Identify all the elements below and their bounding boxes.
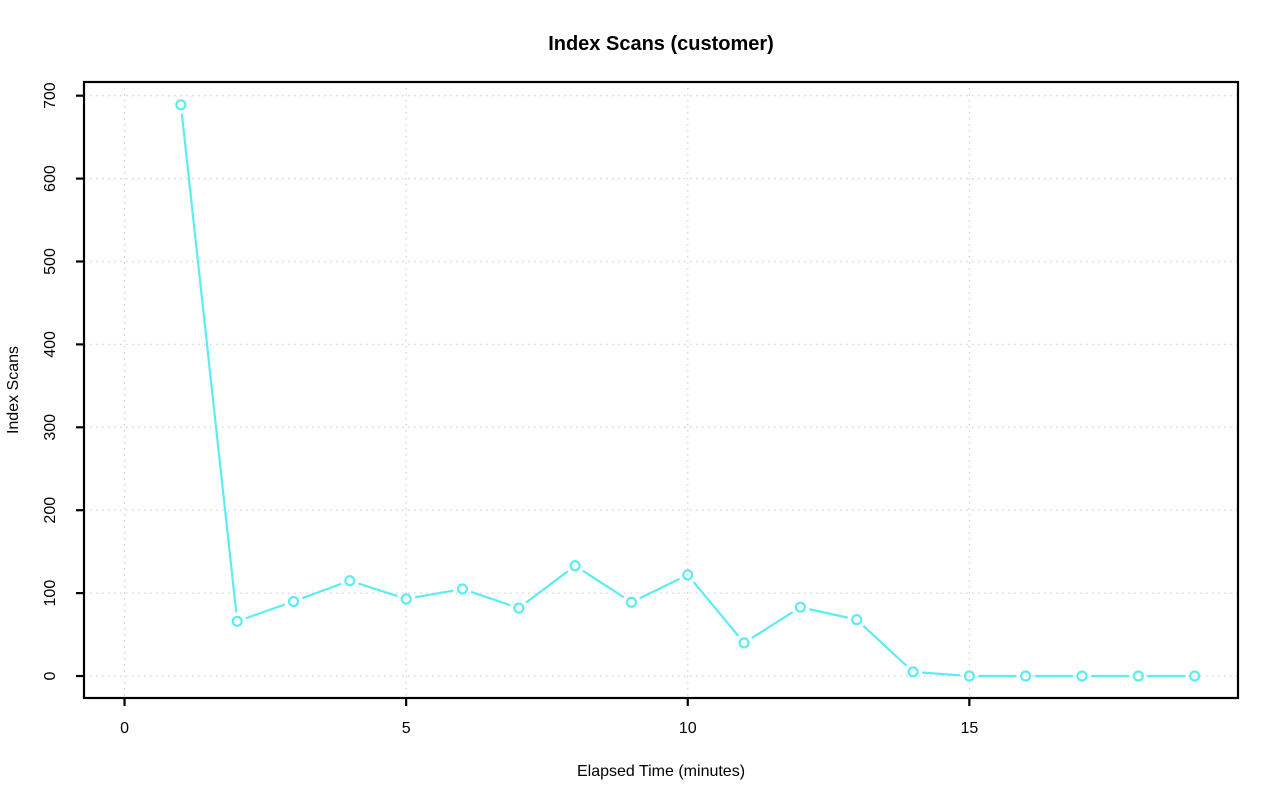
data-line-segment [582,570,625,598]
y-tick-label: 200 [42,497,59,524]
y-tick-label: 300 [42,414,59,441]
data-point-marker [1020,670,1032,682]
chart-title: Index Scans (customer) [548,33,774,55]
data-line-segment [525,570,569,604]
grid-layer [84,82,1238,698]
y-tick-label: 0 [42,671,59,680]
y-tick-label: 100 [42,580,59,607]
data-point-marker [963,670,975,682]
y-tick-label: 400 [42,331,59,358]
plot-box [82,80,1240,700]
data-line-segment [921,671,961,677]
data-line-segment [358,582,398,597]
data-line-segment [751,611,794,639]
data-line-segment [245,603,286,620]
data-line-segment [470,591,511,606]
data-point-marker [175,99,187,111]
data-line-segment [639,578,680,599]
y-tick-label: 700 [42,82,59,109]
data-line-segment [809,608,849,619]
data-point-marker [1132,670,1144,682]
x-axis-label: Elapsed Time (minutes) [577,763,745,780]
data-line-segment [862,625,907,667]
x-tick-label: 5 [402,720,411,737]
data-point-marker [569,560,581,572]
data-line-segment [693,581,739,637]
y-tick-label: 500 [42,248,59,275]
y-tick-label: 600 [42,165,59,192]
data-line-segment [414,589,454,599]
y-axis-label: Index Scans [5,346,22,434]
data-point-marker [231,615,243,627]
data-point-marker [287,595,300,608]
data-point-marker [738,637,750,649]
data-point-marker [344,575,356,587]
data-line-segment [301,583,342,600]
x-tick-label: 0 [120,720,129,737]
x-tick-label: 10 [679,720,697,737]
series-layer [175,99,1201,682]
data-point-marker [682,569,694,581]
data-point-marker [907,666,919,678]
data-point-marker [456,583,469,595]
data-point-marker [625,596,638,608]
axes-layer: 0 5 10 15 0 100 200 300 400 500 600 700 [42,80,1240,737]
data-point-marker [1189,670,1201,682]
data-line-segment [180,113,238,613]
data-point-marker [1076,670,1088,682]
data-point-marker [794,601,806,613]
data-point-marker [400,593,412,605]
data-point-marker [851,614,863,626]
x-tick-label: 15 [960,720,978,737]
data-point-marker [513,602,525,614]
